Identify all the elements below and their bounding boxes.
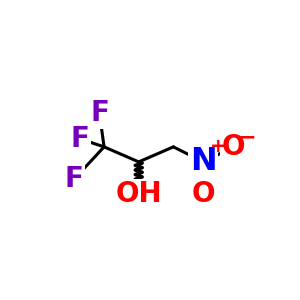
- Text: O: O: [192, 180, 215, 208]
- Text: F: F: [90, 99, 109, 128]
- Text: F: F: [70, 125, 89, 153]
- Text: −: −: [238, 128, 256, 148]
- Text: +: +: [210, 137, 227, 156]
- Text: OH: OH: [116, 180, 162, 208]
- Text: O: O: [222, 133, 245, 161]
- Text: N: N: [190, 146, 217, 177]
- Text: F: F: [64, 165, 83, 193]
